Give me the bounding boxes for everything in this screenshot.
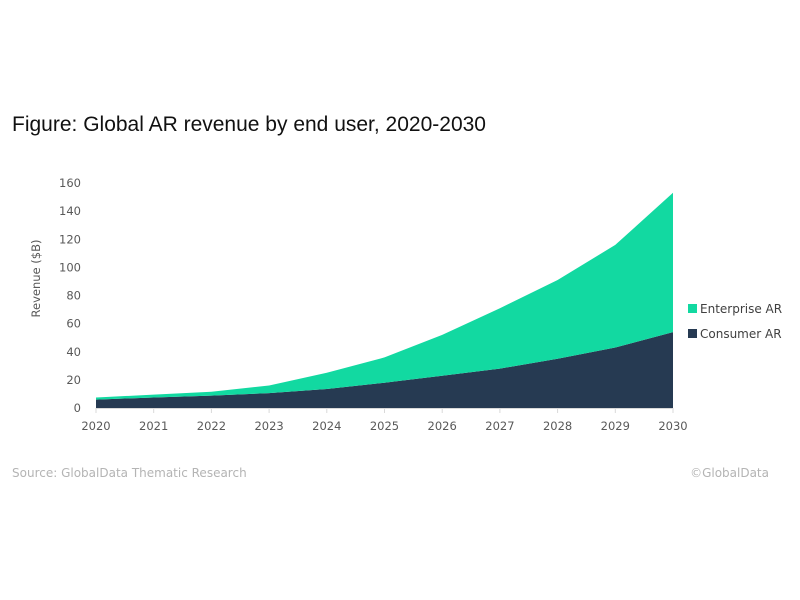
- y-tick-label: 40: [66, 345, 81, 359]
- y-tick-label: 60: [66, 317, 81, 331]
- x-tick-label: 2024: [312, 419, 341, 433]
- x-tick-label: 2020: [81, 419, 110, 433]
- y-tick-label: 160: [59, 176, 81, 190]
- y-tick-label: 0: [74, 401, 81, 415]
- x-axis: 2020 2021 2022 2023 2024 2025 2026 2027 2028 2029…: [81, 408, 688, 433]
- area-enterprise-ar: [96, 192, 673, 400]
- y-tick-label: 120: [59, 232, 81, 246]
- legend-label: Enterprise AR: [700, 302, 782, 316]
- legend-swatch-enterprise-ar: [688, 304, 697, 313]
- x-tick-label: 2023: [254, 419, 283, 433]
- y-tick-label: 140: [59, 204, 81, 218]
- x-tick-label: 2029: [601, 419, 630, 433]
- x-tick-label: 2030: [658, 419, 687, 433]
- area-consumer-ar: [96, 332, 673, 408]
- source-note: Source: GlobalData Thematic Research: [12, 466, 247, 480]
- legend-swatch-consumer-ar: [688, 329, 697, 338]
- area-layer: [96, 192, 673, 408]
- copyright-note: ©GlobalData: [690, 466, 769, 480]
- x-tick-label: 2028: [543, 419, 572, 433]
- legend: Enterprise AR Consumer AR: [688, 302, 782, 341]
- x-tick-label: 2026: [428, 419, 457, 433]
- y-axis: 0 20 40 60 80 100 120 140 160: [59, 176, 81, 415]
- legend-label: Consumer AR: [700, 327, 782, 341]
- chart-title: Figure: Global AR revenue by end user, 2…: [12, 113, 486, 136]
- x-tick-label: 2021: [139, 419, 168, 433]
- x-tick-label: 2022: [197, 419, 226, 433]
- y-tick-label: 80: [66, 289, 81, 303]
- x-tick-label: 2027: [485, 419, 514, 433]
- y-tick-label: 100: [59, 260, 81, 274]
- y-tick-label: 20: [66, 373, 81, 387]
- y-axis-title: Revenue ($B): [29, 240, 43, 318]
- x-tick-label: 2025: [370, 419, 399, 433]
